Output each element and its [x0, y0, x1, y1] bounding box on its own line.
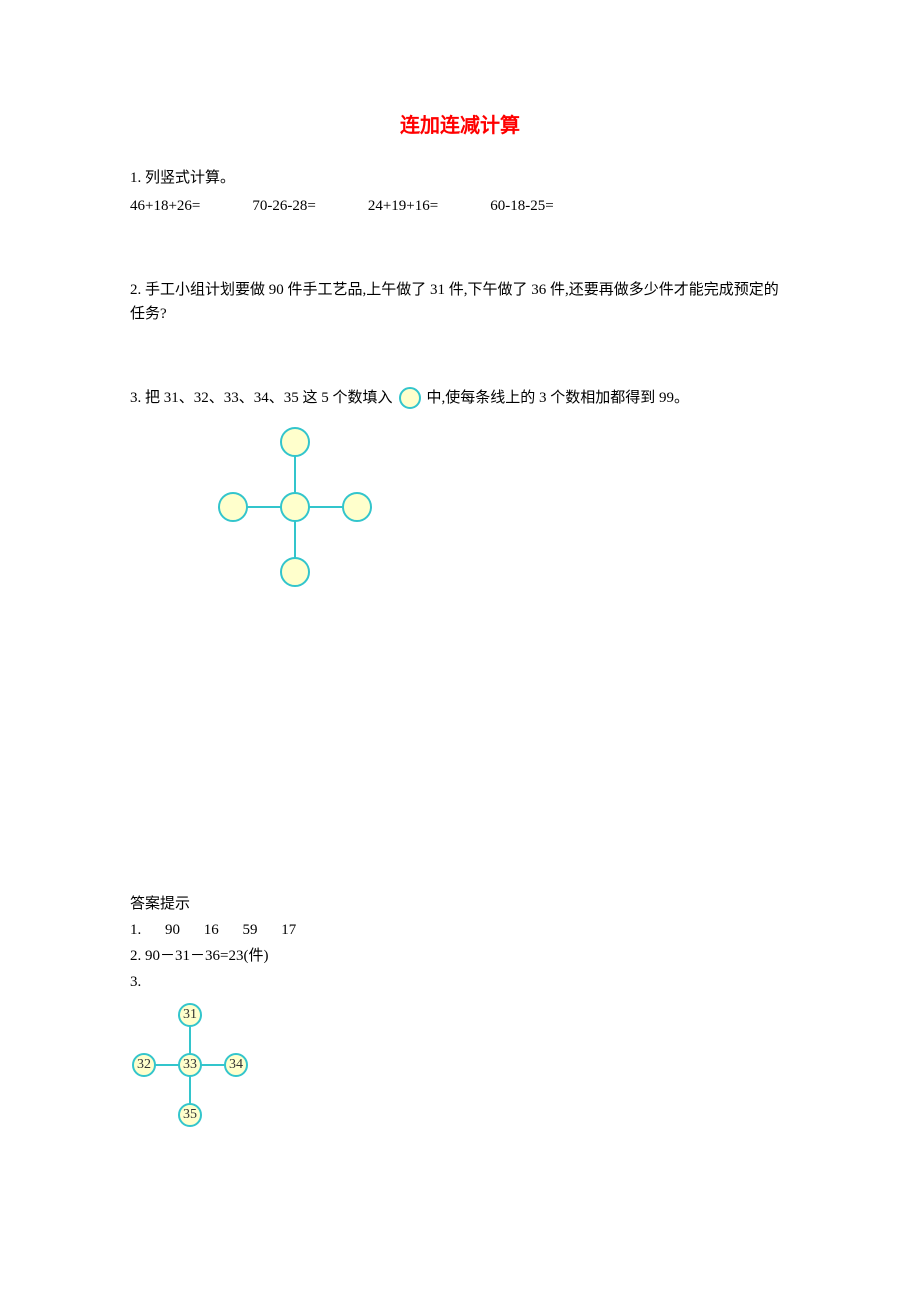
page-title: 连加连减计算	[130, 110, 790, 142]
answers-heading: 答案提示	[130, 892, 790, 916]
q1-expr-3: 24+19+16=	[368, 194, 438, 218]
cross-node-top: 31	[178, 1003, 202, 1027]
cross-node-left	[218, 492, 248, 522]
cross-node-left: 32	[132, 1053, 156, 1077]
a1-label: 1.	[130, 918, 141, 942]
cross-node-center	[280, 492, 310, 522]
a1-v3: 59	[243, 918, 258, 942]
cross-node-bottom: 35	[178, 1103, 202, 1127]
q1-expr-1: 46+18+26=	[130, 194, 200, 218]
cross-node-right	[342, 492, 372, 522]
q1-heading: 1. 列竖式计算。	[130, 166, 790, 190]
q3-suffix: 中,使每条线上的 3 个数相加都得到 99。	[427, 386, 690, 410]
a1-v2: 16	[204, 918, 219, 942]
q2-text: 2. 手工小组计划要做 90 件手工艺品,上午做了 31 件,下午做了 36 件…	[130, 278, 790, 326]
q1-expressions: 46+18+26= 70-26-28= 24+19+16= 60-18-25=	[130, 194, 790, 218]
cross-node-center: 33	[178, 1053, 202, 1077]
q3-cross-diagram	[215, 422, 375, 592]
q3-prefix: 3. 把 31、32、33、34、35 这 5 个数填入	[130, 386, 393, 410]
q3-text-row: 3. 把 31、32、33、34、35 这 5 个数填入 中,使每条线上的 3 …	[130, 386, 790, 410]
answer-2: 2. 90－31－36=23(件)	[130, 944, 790, 968]
a1-v4: 17	[281, 918, 296, 942]
circle-icon	[399, 387, 421, 409]
answer-3-diagram: 33 31 35 32 34	[130, 1000, 250, 1130]
answer-3-label: 3.	[130, 970, 790, 994]
cross-node-right: 34	[224, 1053, 248, 1077]
cross-node-top	[280, 427, 310, 457]
q1-expr-4: 60-18-25=	[490, 194, 553, 218]
answer-1: 1. 90 16 59 17	[130, 918, 790, 942]
a1-v1: 90	[165, 918, 180, 942]
cross-node-bottom	[280, 557, 310, 587]
q1-expr-2: 70-26-28=	[252, 194, 315, 218]
